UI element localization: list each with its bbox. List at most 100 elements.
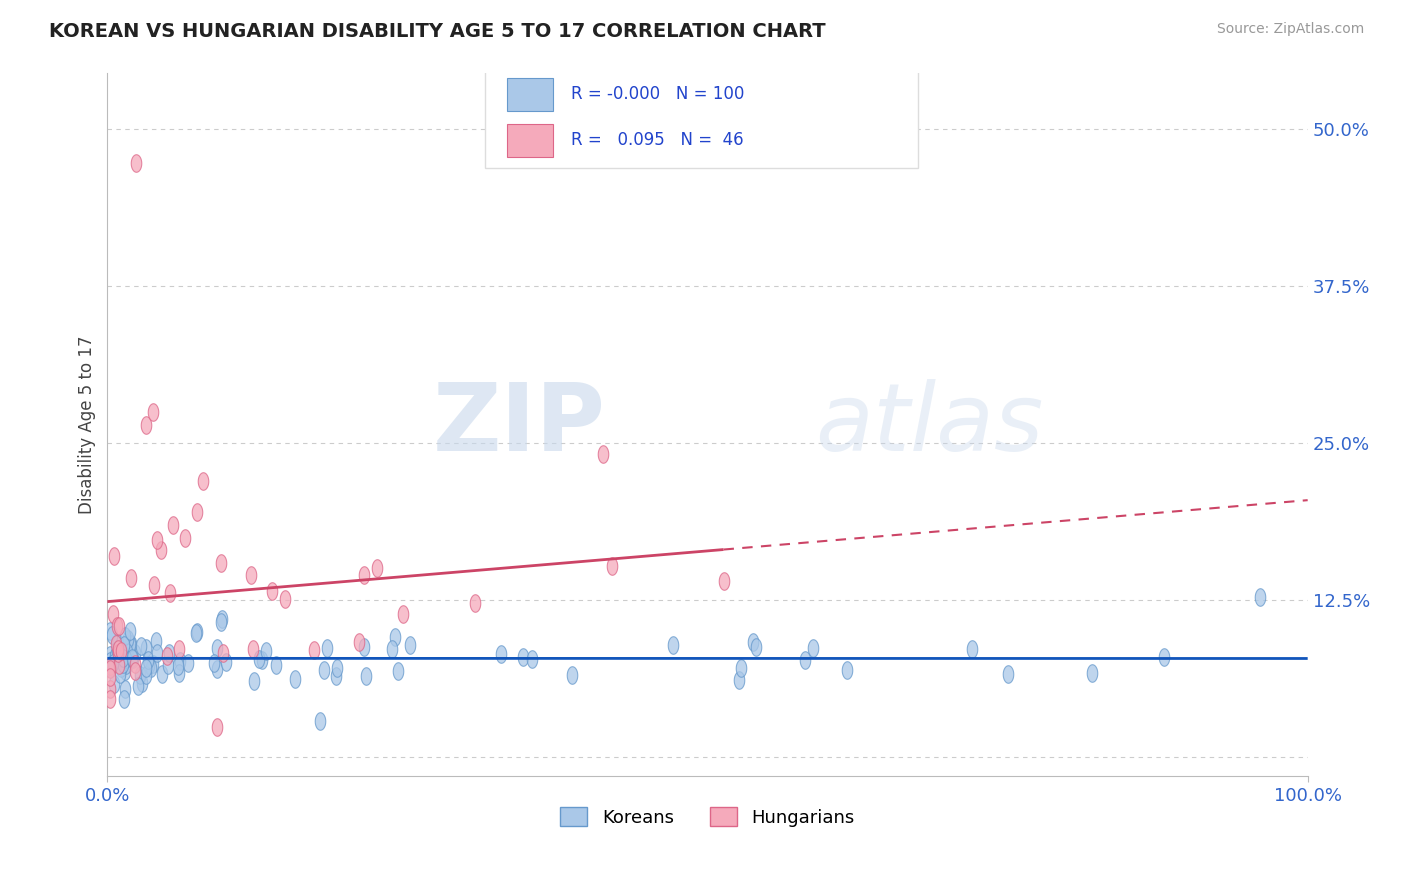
Point (209, 615, 232, 629)
Point (117, 632, 139, 646)
Point (325, 661, 347, 675)
Point (142, 657, 165, 672)
Point (264, 657, 287, 672)
Point (98, 659, 121, 673)
Point (794, 652, 817, 666)
Point (1249, 590, 1271, 604)
Text: ZIP: ZIP (433, 378, 606, 471)
Point (98, 654, 121, 668)
Point (366, 560, 388, 574)
Point (312, 663, 335, 677)
Point (134, 668, 156, 682)
FancyBboxPatch shape (508, 123, 553, 157)
Point (349, 635, 371, 649)
Point (600, 559, 623, 574)
Point (260, 584, 283, 599)
Point (115, 645, 138, 659)
Point (103, 676, 125, 690)
Point (100, 628, 122, 642)
Point (98, 692, 121, 706)
Point (491, 647, 513, 661)
Point (520, 652, 543, 666)
Point (215, 655, 238, 669)
Point (143, 577, 166, 591)
FancyBboxPatch shape (485, 66, 918, 168)
Point (254, 644, 277, 658)
Point (162, 518, 184, 533)
Point (131, 676, 153, 690)
Point (136, 652, 159, 666)
Point (240, 568, 263, 582)
Point (129, 640, 152, 654)
Point (98, 624, 121, 639)
Point (205, 662, 228, 676)
Point (124, 657, 146, 671)
Point (103, 651, 125, 665)
Point (110, 644, 132, 658)
Point (117, 640, 139, 655)
Text: Source: ZipAtlas.com: Source: ZipAtlas.com (1216, 22, 1364, 37)
Point (117, 656, 139, 670)
Point (713, 574, 735, 589)
Point (167, 641, 190, 656)
Point (209, 556, 232, 570)
Point (730, 661, 752, 675)
Point (399, 638, 422, 652)
Point (103, 607, 125, 621)
Point (354, 669, 377, 683)
Point (146, 533, 169, 547)
Point (114, 664, 136, 678)
Point (745, 640, 768, 654)
Point (107, 646, 129, 660)
Point (156, 648, 179, 663)
Point (114, 652, 136, 666)
Point (150, 667, 173, 681)
Point (142, 405, 165, 419)
Point (381, 641, 404, 656)
Point (512, 649, 534, 664)
Point (98, 648, 121, 662)
Point (186, 624, 208, 639)
Point (561, 668, 583, 682)
Text: atlas: atlas (815, 379, 1043, 470)
Point (145, 634, 167, 648)
Point (284, 673, 307, 687)
Point (353, 640, 375, 655)
Point (997, 667, 1019, 681)
FancyBboxPatch shape (508, 78, 553, 112)
Point (174, 531, 197, 545)
Point (98, 670, 121, 684)
Point (107, 641, 129, 656)
Point (325, 669, 347, 683)
Point (156, 658, 179, 673)
Point (124, 646, 146, 660)
Point (105, 619, 128, 633)
Point (837, 663, 859, 677)
Point (169, 654, 191, 668)
Point (309, 714, 332, 729)
Point (118, 624, 141, 638)
Point (353, 567, 375, 582)
Point (98, 663, 121, 677)
Point (138, 658, 160, 673)
Point (135, 661, 157, 675)
Point (110, 661, 132, 675)
Point (384, 630, 406, 644)
Legend: Koreans, Hungarians: Koreans, Hungarians (553, 800, 862, 834)
Point (107, 657, 129, 672)
Point (159, 585, 181, 599)
Point (110, 654, 132, 668)
Point (960, 641, 983, 656)
Point (662, 638, 685, 652)
Point (98, 660, 121, 674)
Point (107, 635, 129, 649)
Point (1153, 650, 1175, 665)
Point (112, 638, 135, 652)
Point (103, 656, 125, 670)
Point (150, 543, 173, 558)
Point (316, 640, 339, 655)
Point (205, 641, 228, 656)
Point (176, 656, 198, 670)
Point (112, 692, 135, 706)
Point (114, 629, 136, 643)
